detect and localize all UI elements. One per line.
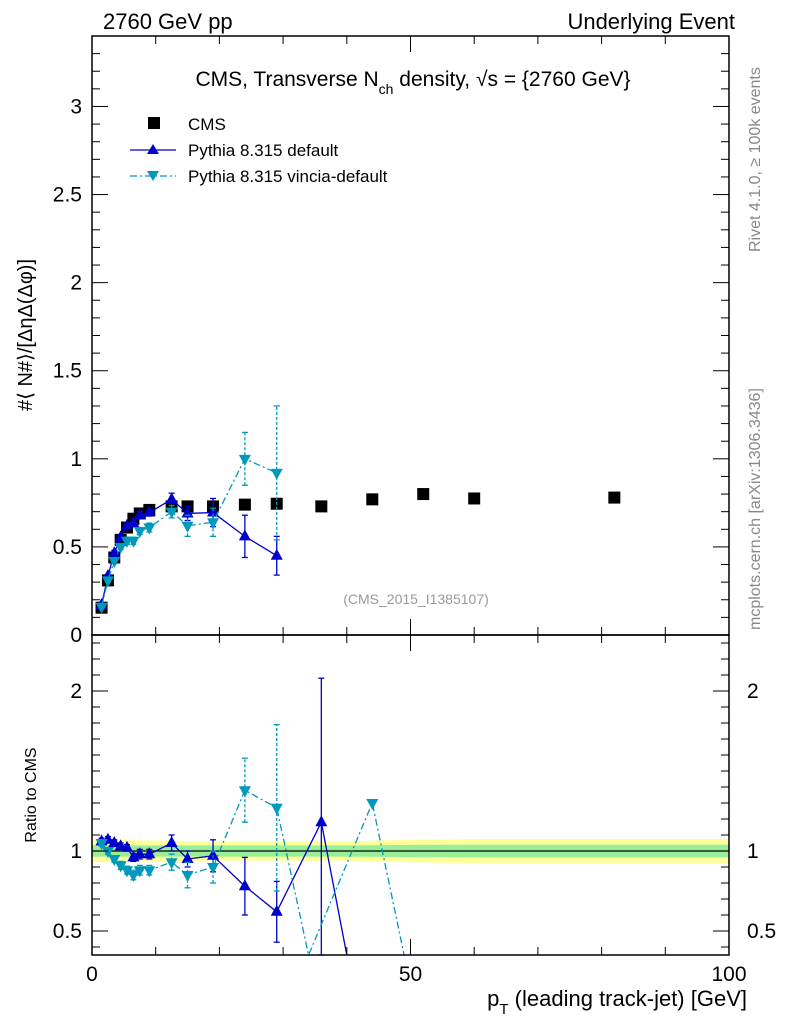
series-pythia-8-315-vincia-default <box>95 723 405 958</box>
data-point <box>143 866 156 878</box>
y-tick-label-right: 1 <box>747 840 759 863</box>
data-point <box>165 507 178 519</box>
legend-marker-cms <box>148 117 160 129</box>
data-point <box>143 847 156 859</box>
data-point <box>238 498 251 511</box>
data-point <box>238 879 251 891</box>
data-point <box>366 799 379 810</box>
data-point <box>238 786 251 798</box>
analysis-tag: (CMS_2015_I1385107) <box>343 591 489 607</box>
legend: CMS Pythia 8.315 default Pythia 8.315 vi… <box>130 115 388 186</box>
y-tick-label-right: 0.5 <box>747 920 776 943</box>
data-point <box>315 500 328 513</box>
data-point <box>133 527 146 539</box>
data-point <box>181 521 194 533</box>
data-point <box>238 454 251 466</box>
y-tick-label-right: 2 <box>747 680 759 703</box>
header-left: 2760 GeV pp <box>103 9 233 34</box>
data-point <box>101 847 114 858</box>
y-tick-label: 1 <box>70 840 82 863</box>
data-point <box>165 492 178 504</box>
mcplots-note: mcplots.cern.ch [arXiv:1306.3436] <box>747 388 764 630</box>
data-point <box>608 491 621 504</box>
data-point <box>143 523 156 535</box>
y-tick-label: 0 <box>70 624 82 647</box>
data-point <box>133 508 146 520</box>
data-point <box>127 516 140 528</box>
series-pythia-8-315-default <box>95 492 283 610</box>
data-point <box>165 858 178 870</box>
y-tick-label: 2.5 <box>53 184 82 207</box>
legend-label-pythia-vincia: Pythia 8.315 vincia-default <box>188 167 388 186</box>
data-point <box>238 529 251 541</box>
x-tick-label: 0 <box>86 963 98 986</box>
y-tick-label: 2 <box>70 680 82 703</box>
data-point <box>468 492 481 505</box>
x-tick-label: 100 <box>711 963 746 986</box>
series-pythia-8-315-vincia-default <box>95 405 283 614</box>
main-panel: 0 0.5 1 1.5 2 2.5 3 CMS, Transverse Nch densit… <box>15 35 730 647</box>
header-right: Underlying Event <box>567 9 735 34</box>
legend-label-pythia-default: Pythia 8.315 default <box>188 141 339 160</box>
rivet-note: Rivet 4.1.0, ≥ 100k events <box>747 67 764 252</box>
x-tick-label: 50 <box>399 963 422 986</box>
legend-marker-pythia-default <box>147 144 159 154</box>
data-point <box>133 866 146 878</box>
main-y-axis-label: #⟨ N#⟩/[ΔηΔ(Δφ)] <box>15 259 37 411</box>
data-point <box>121 840 134 852</box>
data-point <box>270 803 283 815</box>
ratio-panel-frame <box>91 634 730 956</box>
data-point <box>95 839 108 850</box>
series-pythia-8-315-default <box>95 677 348 956</box>
y-tick-label: 1.5 <box>53 360 82 383</box>
data-point <box>315 815 328 827</box>
ratio-panel: 0.5 0.5 1 1 2 2 0 50 100 Ratio to CMS pT (leadi… <box>23 634 776 1018</box>
data-point <box>101 576 114 588</box>
ratio-y-axis-label: Ratio to CMS <box>23 747 40 842</box>
data-point <box>207 863 220 874</box>
data-point <box>181 871 194 882</box>
data-point <box>127 850 140 862</box>
data-point <box>114 542 127 554</box>
y-tick-label: 1 <box>70 448 82 471</box>
data-point <box>417 488 430 501</box>
data-point <box>207 518 220 530</box>
legend-marker-pythia-vincia <box>147 171 159 181</box>
data-point <box>95 602 108 614</box>
y-tick-label: 0.5 <box>53 920 82 943</box>
data-point <box>270 904 283 916</box>
data-point <box>181 852 194 863</box>
y-tick-label: 2 <box>70 272 82 295</box>
data-point <box>108 546 121 558</box>
data-point <box>207 848 220 860</box>
data-point <box>114 861 127 873</box>
data-point <box>127 871 140 882</box>
data-point <box>108 836 121 847</box>
data-point <box>143 505 156 517</box>
chart-title: CMS, Transverse Nch density, √s = {2760 … <box>195 68 630 97</box>
data-point <box>108 557 121 569</box>
data-point <box>366 493 379 506</box>
data-point <box>270 468 283 480</box>
y-tick-label: 3 <box>70 95 82 118</box>
data-point <box>108 855 121 866</box>
legend-label-cms: CMS <box>188 115 226 134</box>
y-tick-label: 0.5 <box>53 536 82 559</box>
x-axis-label: pT (leading track-jet) [GeV] <box>487 986 747 1018</box>
data-point <box>270 548 283 560</box>
data-point <box>133 847 146 859</box>
data-point <box>127 536 140 548</box>
data-point <box>121 866 134 878</box>
data-point <box>165 836 178 847</box>
